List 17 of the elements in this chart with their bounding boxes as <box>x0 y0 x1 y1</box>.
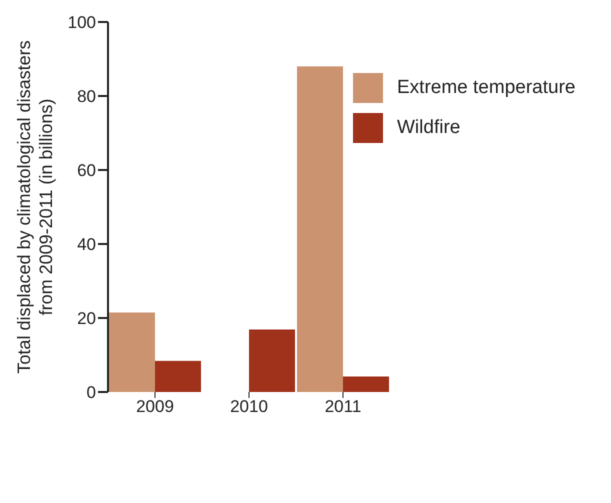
x-tick-label: 2011 <box>324 397 362 416</box>
legend-label: Wildfire <box>397 117 460 138</box>
bar <box>297 66 343 392</box>
y-tick-label: 60 <box>77 161 96 180</box>
bar <box>155 360 201 392</box>
y-tick-label: 100 <box>68 13 96 32</box>
y-tick-label: 80 <box>77 87 96 106</box>
legend-label: Extreme temperature <box>397 77 576 98</box>
x-tick-label: 2010 <box>230 397 268 416</box>
bar <box>109 312 155 392</box>
y-tick-label: 20 <box>77 309 96 328</box>
y-tick-label: 0 <box>86 383 96 402</box>
bar <box>343 376 389 392</box>
y-tick-label: 40 <box>77 235 96 254</box>
bar <box>249 329 295 392</box>
x-tick-label: 2009 <box>136 397 174 416</box>
y-axis-title: Total displaced by climatological disasters from 2009-2011 (in billions) <box>14 40 56 374</box>
